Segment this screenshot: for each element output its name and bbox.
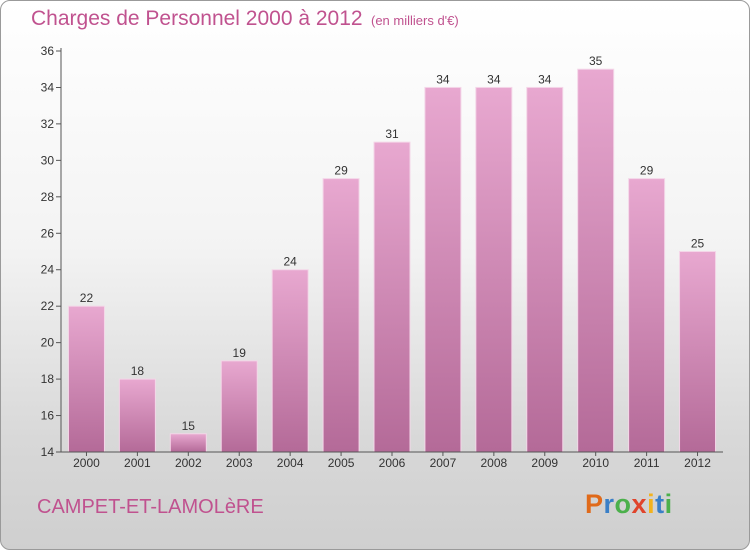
x-tick-label: 2007 [430,456,457,470]
bar [118,378,156,453]
logo-letter: i [664,489,673,519]
data-label: 29 [334,164,348,178]
y-tick-label: 18 [41,372,55,386]
data-label: 22 [80,291,94,305]
x-tick-label: 2009 [531,456,558,470]
x-tick-label: 2002 [175,456,202,470]
bar [475,86,513,453]
bar [577,68,615,453]
y-tick-label: 24 [41,263,55,277]
chart-subtitle: (en milliers d'€) [371,13,459,28]
x-tick-label: 2001 [124,456,151,470]
commune-name: CAMPET-ET-LAMOLèRE [37,496,264,518]
data-label: 35 [589,54,603,68]
x-tick-label: 2008 [480,456,507,470]
bar [679,251,717,453]
x-tick-label: 2011 [634,456,660,470]
y-tick-label: 26 [41,226,55,240]
bar [220,360,258,453]
y-tick-label: 20 [41,336,55,350]
x-tick-label: 2010 [582,456,609,470]
y-tick-label: 22 [41,299,55,313]
logo-letter: o [614,489,632,519]
data-label: 34 [436,72,450,86]
data-label: 29 [640,164,654,178]
x-tick-label: 2004 [277,456,304,470]
y-tick-label: 16 [41,409,55,423]
data-label: 31 [385,127,399,141]
y-tick-label: 14 [41,445,55,459]
y-tick-label: 36 [41,44,55,58]
bar [424,86,462,453]
x-tick-label: 2003 [226,456,253,470]
logo-letter: r [603,489,615,519]
logo-letter: P [585,489,604,519]
x-tick-label: 2006 [379,456,406,470]
chart-title: Charges de Personnel 2000 à 2012 [31,7,363,30]
x-tick-label: 2000 [73,456,100,470]
data-label: 25 [691,237,705,251]
data-label: 19 [233,346,247,360]
y-tick-label: 34 [41,80,55,94]
bar [67,305,105,453]
data-label: 34 [538,72,552,86]
logo-letter: x [631,489,648,519]
bar [373,141,411,453]
x-tick-label: 2012 [684,456,711,470]
y-tick-label: 32 [41,117,55,131]
bar [322,178,360,453]
data-label: 24 [283,255,297,269]
y-tick-label: 28 [41,190,55,204]
logo-letter: i [647,489,656,519]
logo-letter: t [655,489,665,519]
bar [169,433,207,453]
y-tick-label: 30 [41,153,55,167]
bar [526,86,564,453]
bar [271,269,309,453]
bar [628,178,666,453]
data-label: 34 [487,72,501,86]
data-label: 15 [182,419,196,433]
x-tick-label: 2005 [328,456,355,470]
data-label: 18 [131,364,145,378]
proxiti-logo: Proxiti [585,489,673,520]
